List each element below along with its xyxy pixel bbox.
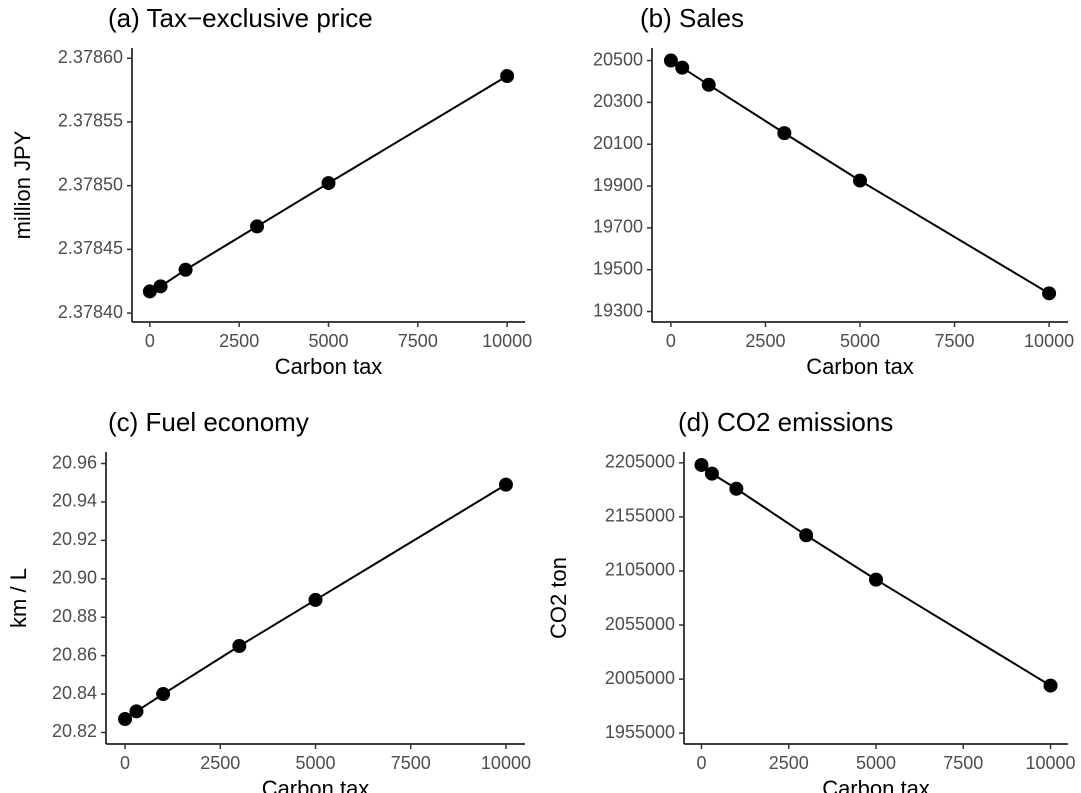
y-tick-label: 20500: [593, 49, 643, 69]
panel-title: (d) CO2 emissions: [678, 407, 893, 437]
point: [663, 53, 678, 68]
point: [153, 279, 168, 294]
point: [321, 176, 336, 191]
x-tick-label: 2500: [769, 753, 809, 773]
y-tick-label: 19500: [593, 258, 643, 278]
x-tick-label: 10000: [482, 331, 532, 351]
point: [853, 173, 867, 188]
point: [704, 466, 719, 481]
x-axis-label: Carbon tax: [275, 354, 383, 379]
x-tick-label: 0: [145, 331, 155, 351]
x-tick-label: 5000: [840, 331, 880, 351]
x-tick-label: 2500: [745, 331, 785, 351]
y-tick-label: 2105000: [605, 560, 675, 580]
x-axis-label: Carbon tax: [806, 354, 914, 379]
x-tick-label: 10000: [481, 753, 531, 773]
y-tick-label: 2.37845: [58, 238, 123, 258]
panel: (c) Fuel economy 20.82 20.84 20.86 20.88 20.9…: [6, 407, 531, 793]
y-tick-label: 2155000: [605, 506, 675, 526]
point: [142, 284, 157, 299]
y-tick-label: 20.86: [52, 644, 97, 664]
y-tick-label: 2055000: [605, 614, 675, 634]
x-tick-label: 7500: [391, 753, 431, 773]
x-tick-label: 0: [666, 331, 676, 351]
point: [1043, 678, 1058, 693]
point: [232, 639, 247, 654]
x-tick-label: 0: [120, 753, 130, 773]
y-tick-label: 20.84: [52, 683, 97, 703]
y-tick-label: 20100: [593, 133, 643, 153]
y-tick-label: 2205000: [605, 452, 675, 472]
point: [498, 477, 513, 492]
x-tick-label: 5000: [856, 753, 896, 773]
y-tick-label: 2.37840: [58, 302, 123, 322]
y-tick-label: 20.88: [52, 606, 97, 626]
panel-title: (c) Fuel economy: [108, 407, 309, 437]
y-tick-label: 20.94: [52, 491, 97, 511]
point: [869, 572, 883, 587]
point: [118, 712, 133, 727]
y-tick-label: 20.96: [52, 452, 97, 472]
y-tick-label: 2.37855: [58, 111, 123, 131]
y-tick-label: 20.82: [52, 721, 97, 741]
x-tick-label: 10000: [1024, 331, 1074, 351]
point: [694, 457, 709, 472]
panel: (b) Sales 19300 19500 19700 19900 20100 20300 2…: [593, 3, 1074, 379]
panel-title: (a) Tax−exclusive price: [108, 3, 373, 33]
point: [729, 481, 744, 496]
y-tick-label: 20300: [593, 91, 643, 111]
y-axis-label: CO2 ton: [546, 557, 571, 639]
x-tick-label: 7500: [935, 331, 975, 351]
point: [129, 704, 144, 719]
point: [308, 592, 323, 607]
point: [777, 126, 792, 141]
y-axis-label: million JPY: [10, 130, 35, 239]
x-tick-label: 0: [696, 753, 706, 773]
point: [675, 60, 690, 75]
y-tick-label: 2005000: [605, 668, 675, 688]
x-axis-label: Carbon tax: [262, 776, 370, 793]
y-tick-label: 1955000: [605, 722, 675, 742]
point: [500, 69, 515, 84]
y-tick-label: 19300: [593, 300, 643, 320]
y-tick-label: 2.37850: [58, 174, 123, 194]
x-tick-label: 5000: [308, 331, 348, 351]
x-tick-label: 2500: [219, 331, 259, 351]
point: [178, 262, 193, 277]
y-tick-label: 20.90: [52, 568, 97, 588]
x-tick-label: 10000: [1026, 753, 1076, 773]
y-tick-label: 19700: [593, 217, 643, 237]
x-tick-label: 2500: [200, 753, 240, 773]
x-tick-label: 5000: [295, 753, 335, 773]
panel: (a) Tax−exclusive price 2.37840 2.37845 2.3…: [10, 3, 532, 379]
point: [1042, 286, 1057, 301]
x-tick-label: 7500: [943, 753, 983, 773]
point: [156, 687, 171, 702]
y-axis-label: km / L: [6, 568, 31, 628]
y-tick-label: 20.92: [52, 529, 97, 549]
panel: (d) CO2 emissions 1955000 2005000 2055000 21…: [546, 407, 1076, 793]
point: [799, 528, 814, 543]
x-axis-label: Carbon tax: [822, 776, 930, 793]
y-tick-label: 19900: [593, 175, 643, 195]
y-tick-label: 2.37860: [58, 47, 123, 67]
panel-title: (b) Sales: [640, 3, 744, 33]
x-tick-label: 7500: [398, 331, 438, 351]
point: [250, 219, 265, 234]
point: [701, 77, 716, 92]
